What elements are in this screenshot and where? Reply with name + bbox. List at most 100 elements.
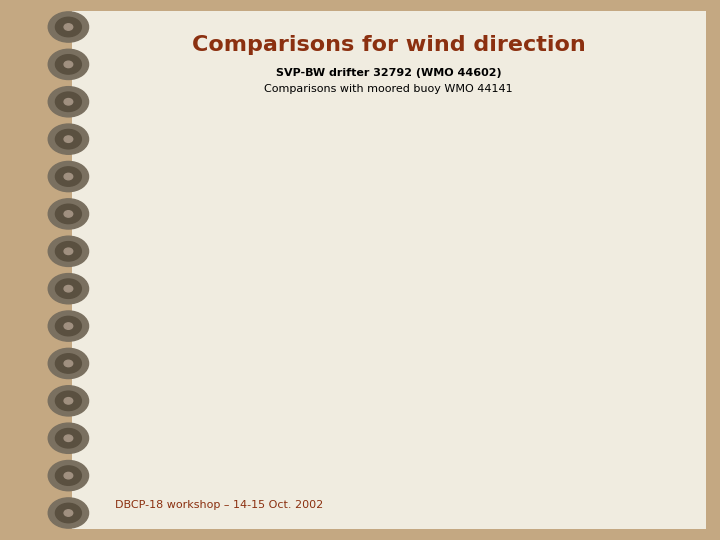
Moored buoy 44141 bbox=[553, 338, 564, 347]
SVP-BW drifter 32792 bbox=[249, 278, 261, 287]
Moored buoy 44141 bbox=[241, 345, 253, 353]
SVP-BW drifter 32792 bbox=[149, 143, 161, 151]
SVP-BW drifter 32792 bbox=[574, 273, 585, 282]
SVP-BW drifter 32792 bbox=[487, 422, 498, 430]
Moored buoy 44141 bbox=[216, 345, 228, 353]
Moored buoy 44141 bbox=[666, 194, 678, 203]
Moored buoy 44141 bbox=[312, 239, 323, 248]
SVP-BW drifter 32792 bbox=[237, 341, 248, 349]
SVP-BW drifter 32792 bbox=[137, 139, 148, 147]
Moored buoy 44141 bbox=[670, 197, 681, 205]
SVP-BW drifter 32792 bbox=[591, 264, 603, 273]
SVP-BW drifter 32792 bbox=[649, 180, 661, 189]
SVP-BW drifter 32792 bbox=[174, 141, 186, 150]
Legend: SVP-BW drifter 32792, Moored buoy 44141: SVP-BW drifter 32792, Moored buoy 44141 bbox=[534, 406, 679, 448]
SVP-BW drifter 32792 bbox=[170, 143, 181, 151]
SVP-BW drifter 32792 bbox=[470, 125, 482, 133]
SVP-BW drifter 32792 bbox=[303, 185, 315, 194]
SVP-BW drifter 32792 bbox=[645, 173, 657, 182]
SVP-BW drifter 32792 bbox=[491, 417, 503, 426]
Moored buoy 44141 bbox=[412, 384, 423, 393]
Moored buoy 44141 bbox=[145, 152, 157, 160]
Moored buoy 44141 bbox=[137, 151, 148, 160]
SVP-BW drifter 32792 bbox=[466, 120, 477, 129]
SVP-BW drifter 32792 bbox=[587, 241, 598, 249]
SVP-BW drifter 32792 bbox=[145, 141, 157, 150]
Circle shape bbox=[518, 487, 563, 510]
Moored buoy 44141 bbox=[653, 190, 665, 199]
Moored buoy 44141 bbox=[424, 406, 436, 414]
Moored buoy 44141 bbox=[233, 345, 244, 353]
SVP-BW drifter 32792 bbox=[324, 144, 336, 152]
Moored buoy 44141 bbox=[162, 152, 174, 160]
SVP-BW drifter 32792 bbox=[382, 444, 394, 453]
SVP-BW drifter 32792 bbox=[333, 139, 344, 147]
SVP-BW drifter 32792 bbox=[482, 426, 494, 435]
SVP-BW drifter 32792 bbox=[566, 292, 577, 300]
Moored buoy 44141 bbox=[408, 380, 419, 388]
Moored buoy 44141 bbox=[649, 190, 661, 199]
Moored buoy 44141 bbox=[474, 424, 486, 433]
Moored buoy 44141 bbox=[307, 239, 319, 248]
Moored buoy 44141 bbox=[391, 415, 402, 424]
Moored buoy 44141 bbox=[574, 315, 585, 323]
Moored buoy 44141 bbox=[300, 361, 311, 370]
Moored buoy 44141 bbox=[141, 152, 153, 160]
Moored buoy 44141 bbox=[341, 146, 353, 155]
SVP-BW drifter 32792 bbox=[666, 187, 678, 195]
Moored buoy 44141 bbox=[587, 334, 598, 342]
Moored buoy 44141 bbox=[416, 389, 428, 397]
SVP-BW drifter 32792 bbox=[636, 171, 648, 180]
SVP-BW drifter 32792 bbox=[408, 384, 419, 393]
SVP-BW drifter 32792 bbox=[233, 343, 244, 352]
Moored buoy 44141 bbox=[237, 346, 248, 354]
Moored buoy 44141 bbox=[249, 360, 261, 368]
SVP-BW drifter 32792 bbox=[266, 326, 277, 335]
Moored buoy 44141 bbox=[557, 334, 569, 342]
SVP-BW drifter 32792 bbox=[228, 345, 240, 353]
SVP-BW drifter 32792 bbox=[220, 334, 232, 342]
Text: SVP-BW drifter 32792 (WMO 44602): SVP-BW drifter 32792 (WMO 44602) bbox=[276, 68, 502, 78]
Moored buoy 44141 bbox=[387, 426, 398, 435]
Moored buoy 44141 bbox=[253, 359, 265, 367]
SVP-BW drifter 32792 bbox=[320, 148, 332, 157]
Moored buoy 44141 bbox=[566, 324, 577, 333]
Moored buoy 44141 bbox=[495, 406, 507, 414]
SVP-BW drifter 32792 bbox=[399, 389, 410, 397]
Moored buoy 44141 bbox=[641, 193, 652, 201]
SVP-BW drifter 32792 bbox=[300, 194, 311, 203]
Moored buoy 44141 bbox=[328, 150, 340, 159]
Moored buoy 44141 bbox=[132, 150, 144, 159]
SVP-BW drifter 32792 bbox=[632, 176, 644, 185]
Moored buoy 44141 bbox=[220, 347, 232, 355]
SVP-BW drifter 32792 bbox=[158, 141, 169, 150]
SVP-BW drifter 32792 bbox=[316, 153, 328, 161]
SVP-BW drifter 32792 bbox=[391, 431, 402, 440]
SVP-BW drifter 32792 bbox=[478, 422, 490, 430]
SVP-BW drifter 32792 bbox=[420, 399, 431, 407]
Moored buoy 44141 bbox=[570, 320, 582, 328]
Moored buoy 44141 bbox=[499, 403, 510, 411]
Moored buoy 44141 bbox=[333, 149, 344, 158]
SVP-BW drifter 32792 bbox=[499, 417, 510, 426]
FancyBboxPatch shape bbox=[518, 475, 562, 526]
Moored buoy 44141 bbox=[549, 343, 561, 352]
Moored buoy 44141 bbox=[149, 152, 161, 160]
SVP-BW drifter 32792 bbox=[341, 130, 353, 138]
Moored buoy 44141 bbox=[657, 194, 669, 203]
Moored buoy 44141 bbox=[258, 360, 269, 368]
Moored buoy 44141 bbox=[632, 194, 644, 203]
SVP-BW drifter 32792 bbox=[216, 324, 228, 333]
Moored buoy 44141 bbox=[420, 401, 431, 410]
SVP-BW drifter 32792 bbox=[312, 162, 323, 171]
SVP-BW drifter 32792 bbox=[132, 139, 144, 147]
Polygon shape bbox=[523, 507, 557, 522]
Moored buoy 44141 bbox=[382, 428, 394, 437]
SVP-BW drifter 32792 bbox=[270, 324, 282, 333]
SVP-BW drifter 32792 bbox=[570, 282, 582, 291]
SVP-BW drifter 32792 bbox=[474, 417, 486, 426]
Moored buoy 44141 bbox=[636, 193, 648, 202]
SVP-BW drifter 32792 bbox=[337, 131, 348, 140]
Moored buoy 44141 bbox=[582, 307, 594, 316]
SVP-BW drifter 32792 bbox=[253, 320, 265, 328]
